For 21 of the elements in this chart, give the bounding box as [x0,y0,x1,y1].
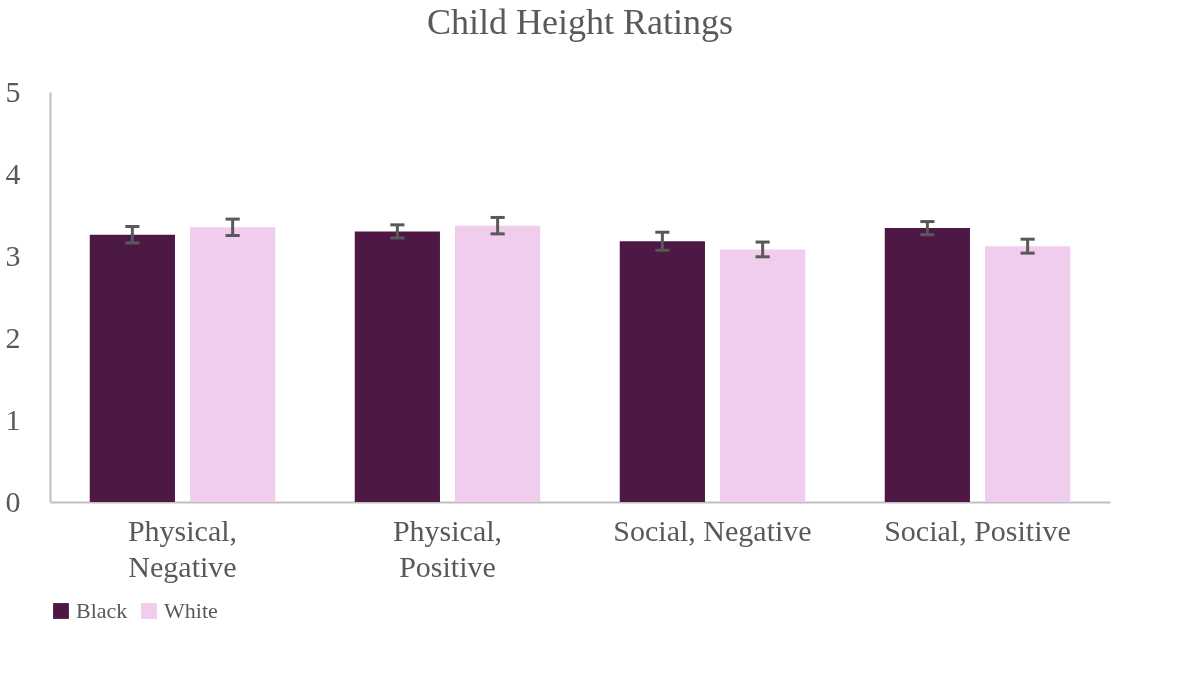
bar [354,231,440,502]
bar [190,227,276,502]
chart-title: Child Height Ratings [427,2,733,42]
y-tick-label: 5 [5,74,21,108]
y-tick-label: 3 [5,238,21,272]
y-tick-label: 1 [5,402,21,436]
bar [455,225,541,502]
x-tick-label: Social, Positive [884,513,1071,547]
bar [619,241,705,502]
legend-label: White [164,598,218,623]
legend-label: Black [76,598,128,623]
y-tick-label: 0 [5,484,21,518]
y-tick-label: 4 [5,156,21,190]
x-tick-label: Physical, Positive [392,513,503,583]
bar [720,249,806,502]
x-tick-label: Physical, Negative [127,513,238,583]
y-tick-label: 2 [5,320,21,354]
x-tick-label: Social, Negative [613,513,812,547]
bar [985,246,1071,502]
bar [884,228,970,502]
bar [89,234,175,502]
